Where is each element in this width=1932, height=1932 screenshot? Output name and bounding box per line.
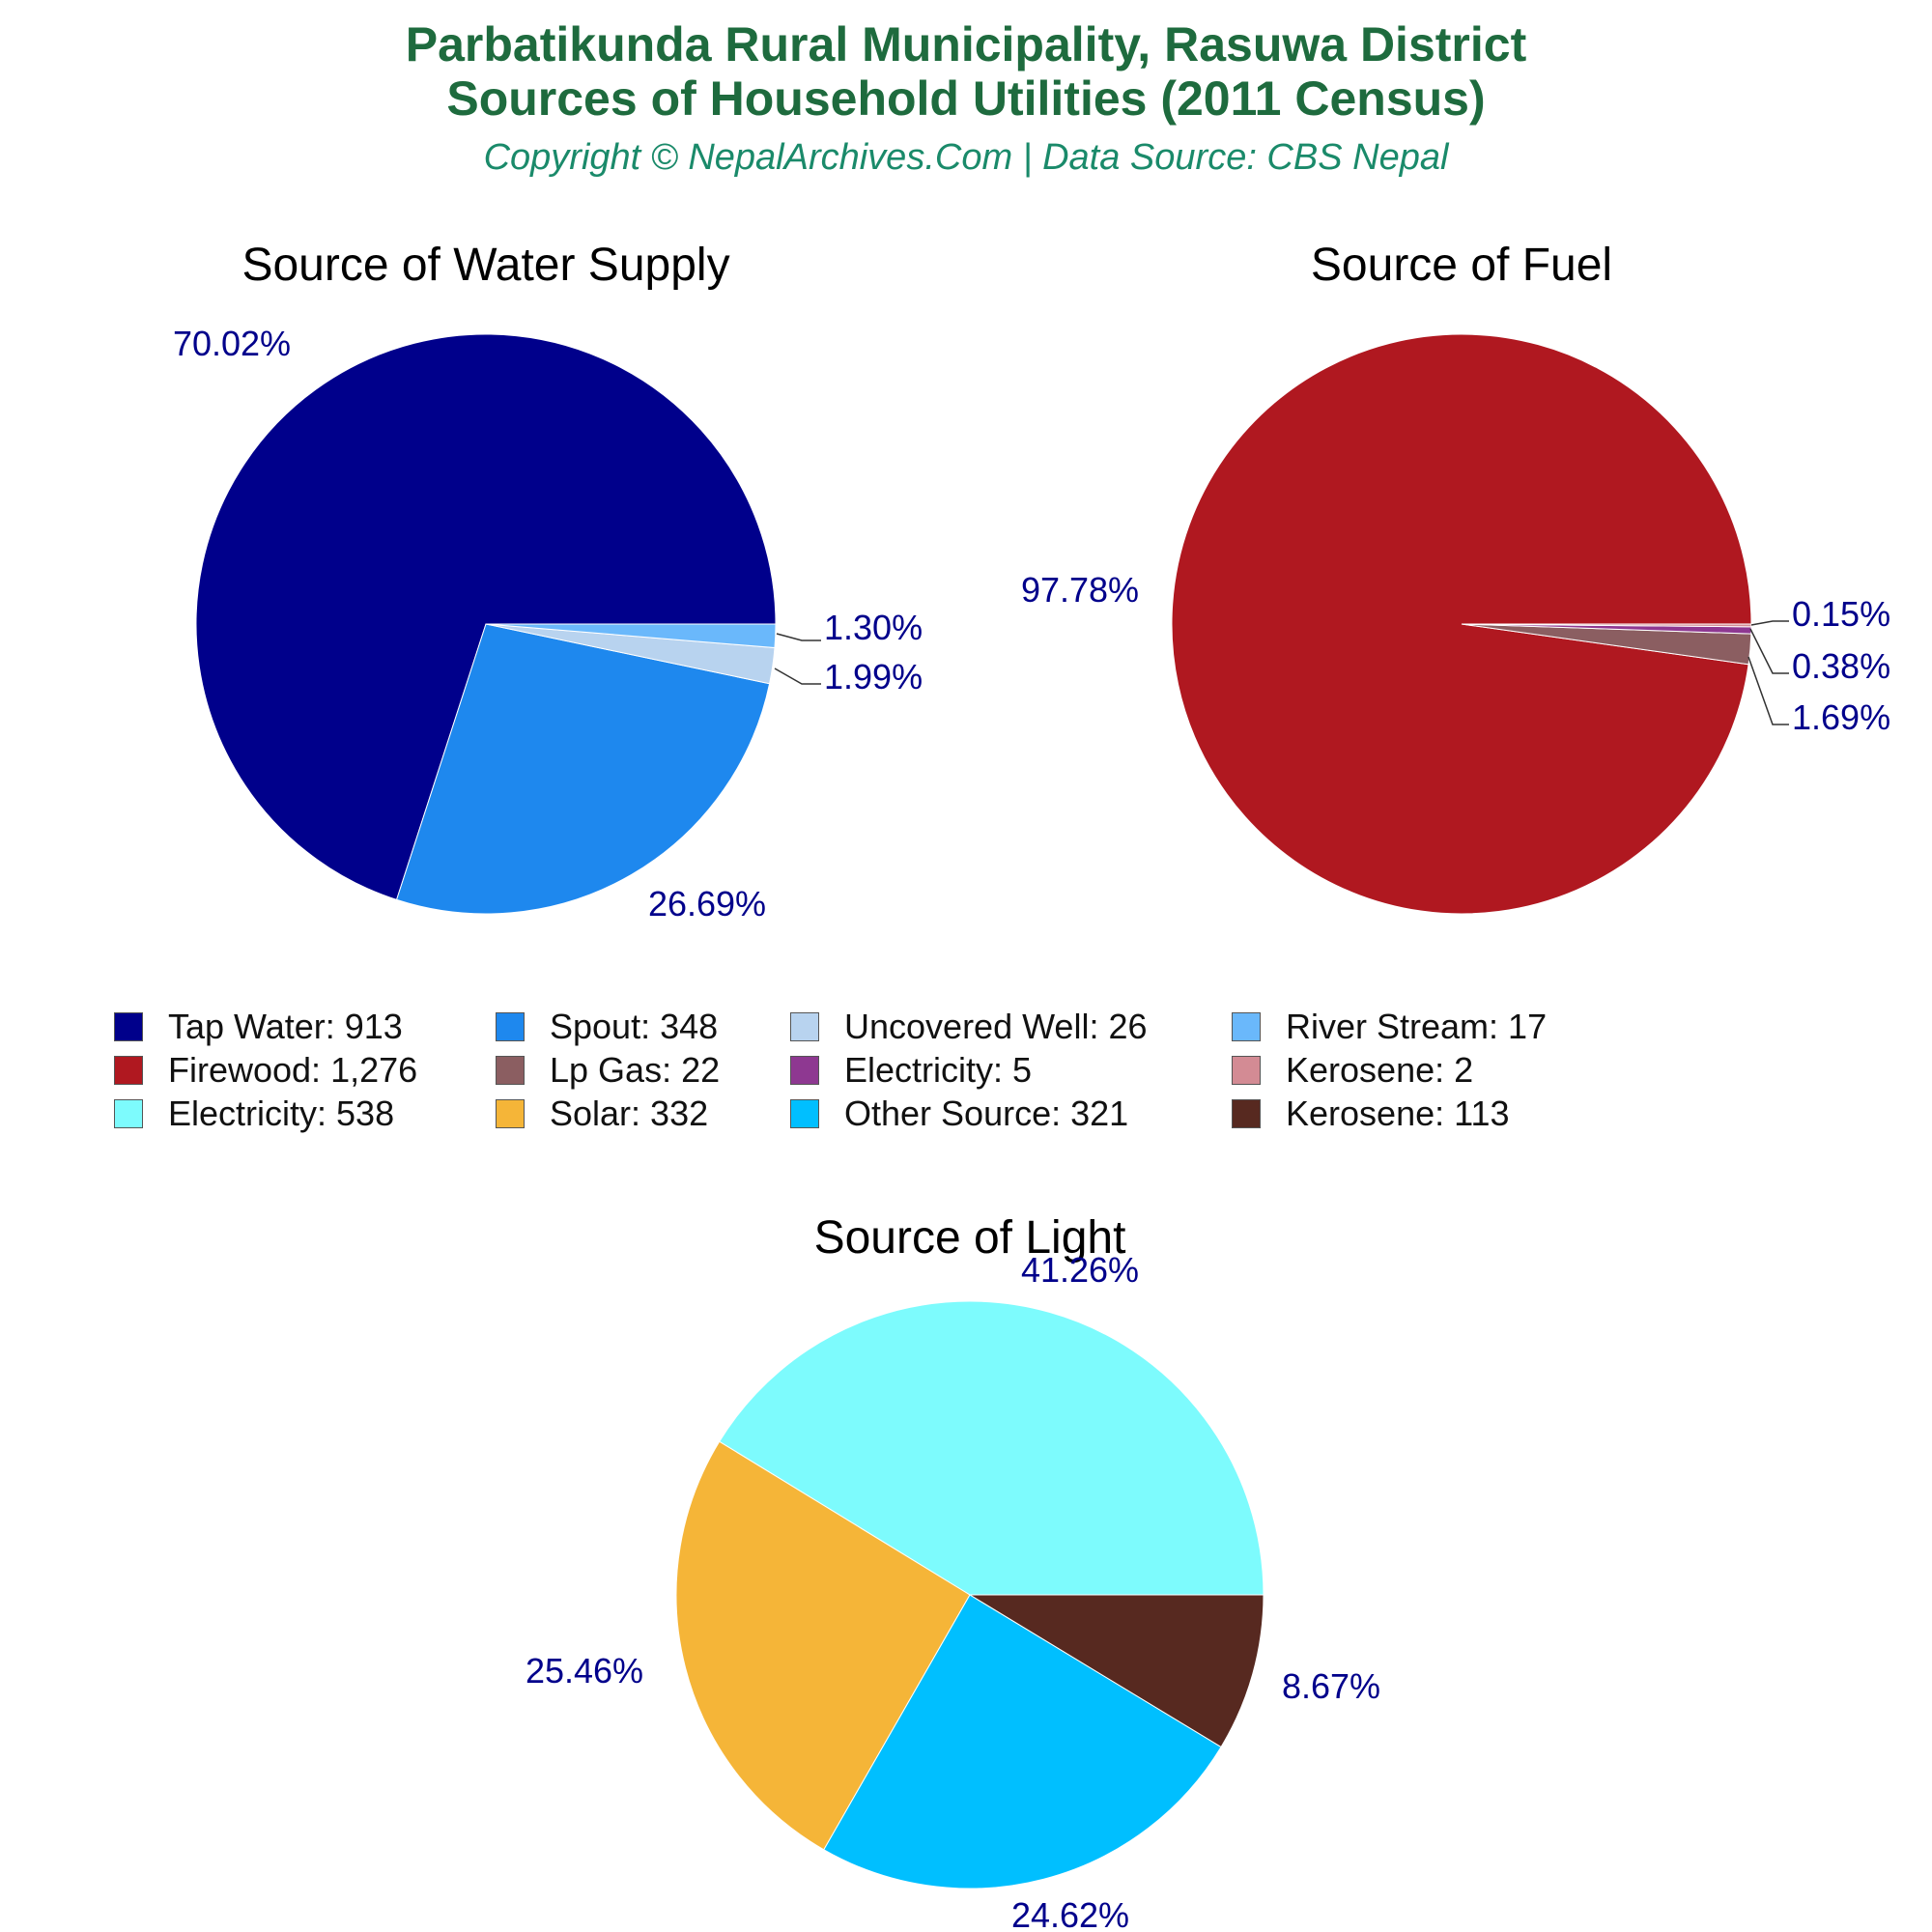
pie-slice-water-river-stream	[485, 623, 777, 649]
legend-item: Solar: 332	[496, 1092, 708, 1136]
pie-slice-water-spout	[395, 623, 771, 915]
legend-swatch	[496, 1056, 525, 1085]
leader-line-fuel-lp-gas	[1747, 656, 1789, 725]
percent-label-water-spout: 26.69%	[648, 884, 766, 923]
leader-line-water-uncovered-well	[774, 668, 821, 685]
legend-label: Lp Gas: 22	[550, 1050, 721, 1090]
leader-line-fuel-electricity	[1749, 628, 1789, 674]
legend-label: Kerosene: 113	[1286, 1094, 1510, 1133]
pie-slice-light-solar	[675, 1440, 971, 1851]
leader-line-fuel-kerosene	[1750, 620, 1789, 626]
legend-label: Spout: 348	[550, 1007, 719, 1046]
pie-title-fuel: Source of Fuel	[1311, 240, 1612, 291]
legend-swatch	[114, 1056, 143, 1085]
pie-title-water: Source of Water Supply	[242, 240, 729, 291]
legend-label: Firewood: 1,276	[168, 1050, 418, 1090]
percent-label-fuel-lp-gas: 1.69%	[1792, 697, 1890, 737]
legend-item: Spout: 348	[496, 1005, 718, 1049]
percent-label-water-uncovered-well: 1.99%	[824, 657, 923, 696]
legend-item: Uncovered Well: 26	[790, 1005, 1148, 1049]
percent-label-fuel-electricity: 0.38%	[1792, 646, 1890, 686]
legend-label: Kerosene: 2	[1286, 1050, 1474, 1090]
main-title-line-2: Sources of Household Utilities (2011 Cen…	[446, 71, 1486, 126]
legend-label: Electricity: 538	[168, 1094, 395, 1133]
percent-label-light-kerosene: 8.67%	[1282, 1666, 1380, 1706]
percent-label-light-solar: 25.46%	[526, 1651, 643, 1690]
legend-item: Firewood: 1,276	[114, 1048, 417, 1093]
legend-item: Lp Gas: 22	[496, 1048, 720, 1093]
percent-label-light-other-source: 24.62%	[1011, 1895, 1129, 1932]
legend-label: Uncovered Well: 26	[844, 1007, 1148, 1046]
legend-item: River Stream: 17	[1232, 1005, 1547, 1049]
percent-label-light-electricity: 41.26%	[1021, 1250, 1139, 1290]
pie-slice-fuel-kerosene	[1461, 623, 1752, 628]
legend-swatch	[114, 1099, 143, 1128]
legend-swatch	[114, 1012, 143, 1041]
legend-swatch	[790, 1056, 819, 1085]
legend-item: Electricity: 538	[114, 1092, 394, 1136]
copyright-subtitle: Copyright © NepalArchives.Com | Data Sou…	[483, 137, 1449, 178]
pie-slice-light-other-source	[823, 1594, 1222, 1889]
legend-label: River Stream: 17	[1286, 1007, 1548, 1046]
legend-item: Kerosene: 113	[1232, 1092, 1510, 1136]
chart-header: Parbatikunda Rural Municipality, Rasuwa …	[0, 0, 1932, 179]
pie-slice-fuel-firewood	[1171, 333, 1752, 915]
pie-chart-fuel: Source of Fuel 97.78% 1.69% 0.38% 0.15%	[1021, 240, 1890, 915]
legend-swatch	[790, 1099, 819, 1128]
legend-item: Electricity: 5	[790, 1048, 1032, 1093]
legend-item: Kerosene: 2	[1232, 1048, 1473, 1093]
legend-swatch	[1232, 1012, 1261, 1041]
legend-swatch	[496, 1099, 525, 1128]
legend-swatch	[1232, 1056, 1261, 1085]
legend-label: Tap Water: 913	[168, 1007, 403, 1046]
pie-title-light: Source of Light	[814, 1212, 1126, 1264]
pie-slice-light-electricity	[719, 1300, 1264, 1596]
legend-swatch	[790, 1012, 819, 1041]
legend-label: Solar: 332	[550, 1094, 709, 1133]
leader-line-water-river-stream	[776, 633, 821, 641]
legend-swatch	[1232, 1099, 1261, 1128]
percent-label-water-river-stream: 1.30%	[824, 608, 923, 647]
percent-label-water-tap-water: 70.02%	[173, 324, 291, 363]
pie-slice-water-tap-water	[195, 333, 777, 901]
percent-label-fuel-kerosene: 0.15%	[1792, 594, 1890, 634]
main-title-line-1: Parbatikunda Rural Municipality, Rasuwa …	[405, 17, 1527, 71]
legend-swatch	[496, 1012, 525, 1041]
legend-item: Other Source: 321	[790, 1092, 1128, 1136]
legend-item: Tap Water: 913	[114, 1005, 403, 1049]
percent-label-fuel-firewood: 97.78%	[1021, 570, 1139, 610]
pie-chart-water: Source of Water Supply 70.02% 26.69% 1.99% 1…	[173, 240, 923, 923]
legend-label: Electricity: 5	[844, 1050, 1033, 1090]
pie-slice-light-kerosene	[968, 1594, 1264, 1748]
legend-label: Other Source: 321	[844, 1094, 1129, 1133]
